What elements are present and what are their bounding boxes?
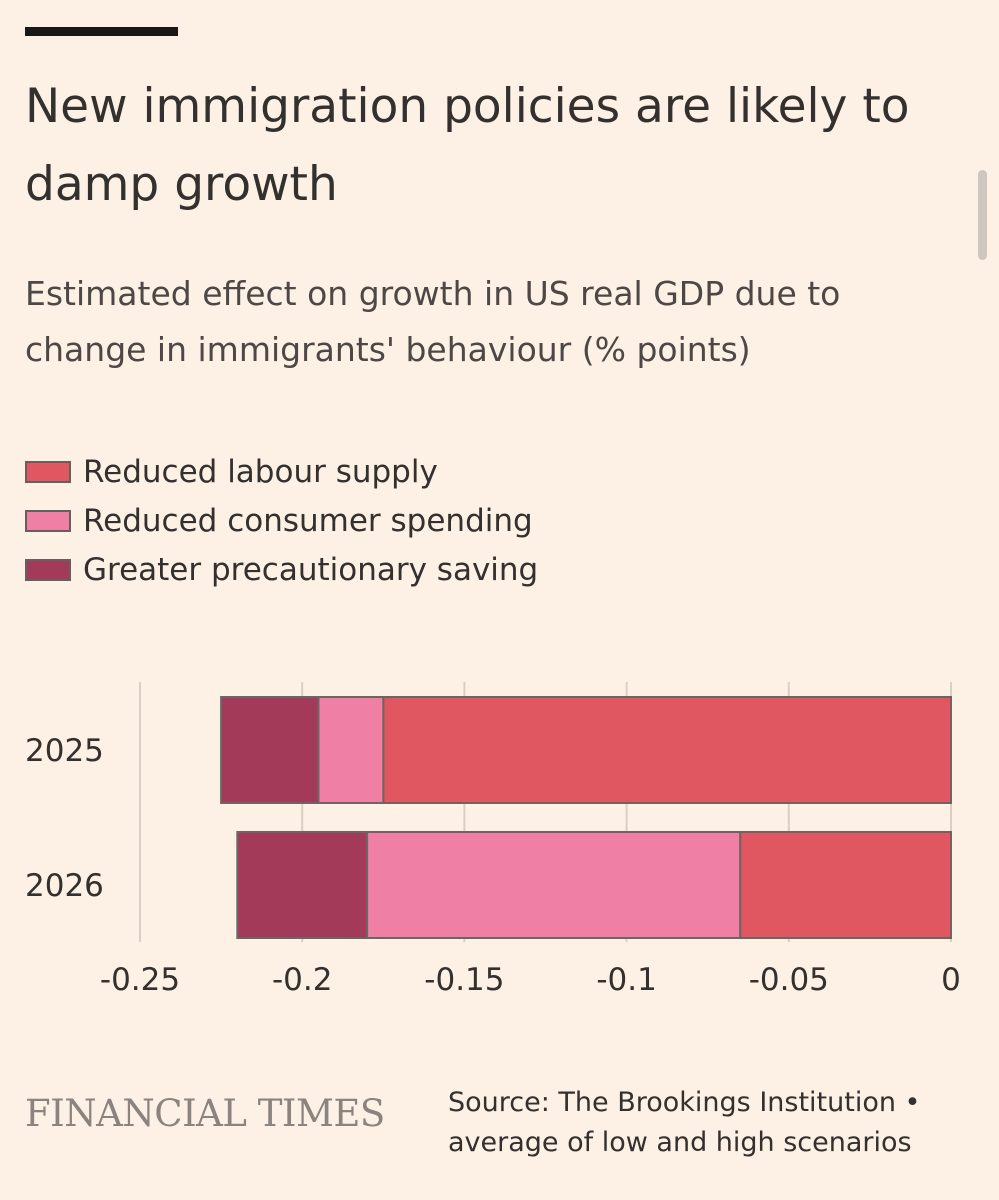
bar-segment bbox=[382, 696, 952, 804]
legend-item-consumer: Reduced consumer spending bbox=[25, 496, 538, 545]
legend-label-labour: Reduced labour supply bbox=[83, 453, 438, 490]
x-tick-label: -0.2 bbox=[272, 962, 333, 998]
x-tick-label: 0 bbox=[941, 962, 961, 998]
x-tick-label: -0.25 bbox=[100, 962, 180, 998]
x-tick-label: -0.15 bbox=[424, 962, 504, 998]
axis-labels: -0.25 -0.2 -0.15 -0.1 -0.05 0 2025 2026 bbox=[25, 733, 961, 998]
source-line-1: Source: The Brookings Institution • bbox=[448, 1087, 921, 1118]
legend: Reduced labour supply Reduced consumer s… bbox=[25, 447, 538, 594]
chart-subtitle: Estimated effect on growth in US real GD… bbox=[25, 274, 841, 369]
scrollbar-thumb[interactable] bbox=[978, 170, 987, 260]
legend-swatch-saving bbox=[25, 558, 71, 581]
legend-label-consumer: Reduced consumer spending bbox=[83, 502, 533, 539]
x-tick-label: -0.1 bbox=[596, 962, 657, 998]
y-category-label: 2026 bbox=[25, 868, 104, 904]
y-category-label: 2025 bbox=[25, 733, 104, 769]
bar-segment bbox=[739, 831, 953, 939]
ft-logo: FINANCIAL TIMES bbox=[25, 1092, 385, 1135]
source-note: Source: The Brookings Institution • aver… bbox=[448, 1083, 968, 1163]
x-tick-label: -0.05 bbox=[749, 962, 829, 998]
bar-segment bbox=[366, 831, 742, 939]
legend-item-labour: Reduced labour supply bbox=[25, 447, 538, 496]
legend-swatch-labour bbox=[25, 460, 71, 483]
bar-segment bbox=[317, 696, 385, 804]
legend-item-saving: Greater precautionary saving bbox=[25, 545, 538, 594]
legend-label-saving: Greater precautionary saving bbox=[83, 551, 539, 588]
legend-swatch-consumer bbox=[25, 509, 71, 532]
chart-title: New immigration policies are likely to d… bbox=[25, 79, 910, 212]
source-line-2: average of low and high scenarios bbox=[448, 1127, 912, 1158]
stacked-bar-chart: -0.25 -0.2 -0.15 -0.1 -0.05 0 2025 2026 bbox=[25, 682, 961, 998]
bar-segment bbox=[220, 696, 320, 804]
bars bbox=[220, 696, 953, 939]
top-rule bbox=[25, 27, 178, 36]
bar-segment bbox=[236, 831, 369, 939]
